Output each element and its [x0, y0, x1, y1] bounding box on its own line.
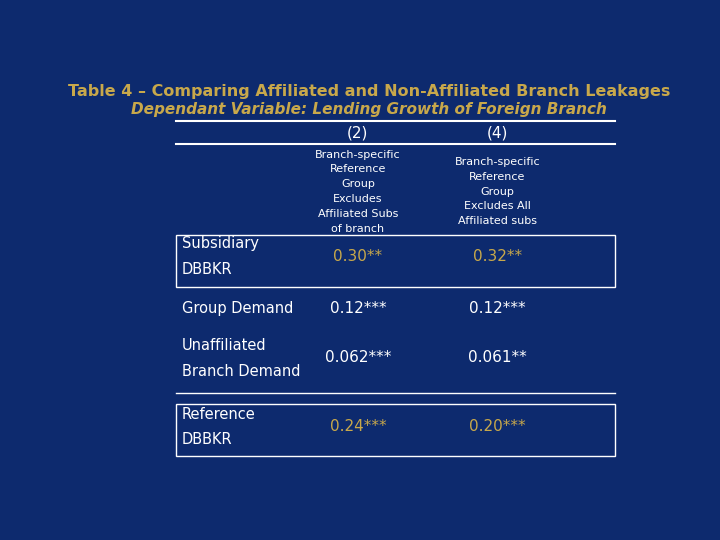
Text: Subsidiary: Subsidiary: [182, 236, 259, 251]
Text: Dependant Variable: Lending Growth of Foreign Branch: Dependant Variable: Lending Growth of Fo…: [131, 102, 607, 117]
Text: Branch Demand: Branch Demand: [182, 364, 300, 379]
Text: 0.20***: 0.20***: [469, 419, 526, 434]
Text: Branch-specific
Reference
Group
Excludes
Affiliated Subs
of branch: Branch-specific Reference Group Excludes…: [315, 150, 400, 234]
Text: 0.12***: 0.12***: [330, 301, 386, 315]
Text: Table 4 – Comparing Affiliated and Non-Affiliated Branch Leakages: Table 4 – Comparing Affiliated and Non-A…: [68, 84, 670, 98]
Text: 0.30**: 0.30**: [333, 248, 382, 264]
Text: Unaffiliated: Unaffiliated: [182, 338, 266, 353]
Text: 0.32**: 0.32**: [473, 248, 522, 264]
Text: Group Demand: Group Demand: [182, 301, 294, 315]
Text: (2): (2): [347, 126, 369, 141]
Text: (4): (4): [487, 126, 508, 141]
Text: 0.24***: 0.24***: [330, 419, 386, 434]
Text: 0.12***: 0.12***: [469, 301, 526, 315]
Text: Reference: Reference: [182, 407, 256, 422]
Text: Branch-specific
Reference
Group
Excludes All
Affiliated subs: Branch-specific Reference Group Excludes…: [454, 157, 540, 226]
Text: 0.061**: 0.061**: [468, 350, 527, 366]
Text: DBBKR: DBBKR: [182, 433, 233, 447]
Text: 0.062***: 0.062***: [325, 350, 391, 366]
FancyBboxPatch shape: [176, 235, 615, 287]
FancyBboxPatch shape: [176, 404, 615, 456]
Text: DBBKR: DBBKR: [182, 262, 233, 277]
